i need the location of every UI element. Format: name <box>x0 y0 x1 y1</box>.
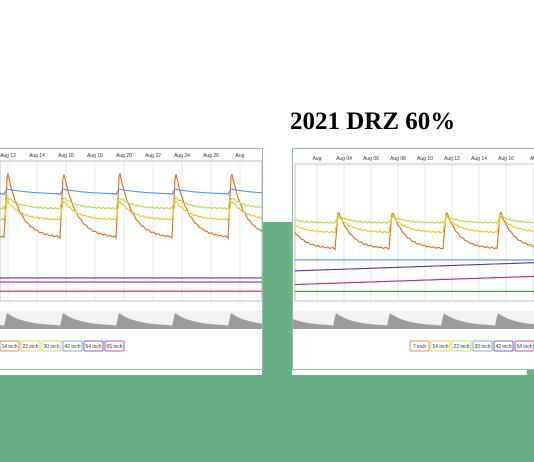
x-tick-label: Aug 12 <box>0 153 16 159</box>
overview-area <box>0 313 262 329</box>
series-line-2 <box>294 215 534 234</box>
x-tick-label: Aug 04 <box>336 156 352 162</box>
series-line-4 <box>0 188 262 196</box>
chart-panel-right: Aug Aug 04 Aug 06 Aug 08 Aug 10 Aug 12 Aug 14 A… <box>292 148 534 370</box>
legend-chip <box>83 340 104 352</box>
legend-label: 7 inch <box>413 344 427 350</box>
x-tick-label: Aug <box>313 156 322 162</box>
x-tick-label: Aug 22 <box>145 153 161 159</box>
x-tick-label: Aug 08 <box>390 156 406 162</box>
legend-chip <box>430 340 451 352</box>
overview-area <box>293 313 534 329</box>
x-tick-label: Aug 20 <box>116 153 132 159</box>
legend-label: 14 inch <box>1 344 17 350</box>
legend-label: 42 inch <box>495 344 511 350</box>
x-tick-label: Aug 10 <box>417 156 433 162</box>
legend-label: 22 inch <box>453 344 469 350</box>
chart-panel-left: Aug 12 Aug 14 Aug 16 Aug 18 Aug 20 Aug 22 Aug … <box>0 148 263 370</box>
legend-chip <box>472 340 493 352</box>
legend-chip <box>0 340 20 352</box>
x-tick-label: Aug 16 <box>58 153 74 159</box>
legend-chip <box>451 340 472 352</box>
legend-label: 30 inch <box>474 344 490 350</box>
legend-chip <box>104 340 125 352</box>
x-tick-label: Aug <box>236 153 245 159</box>
green-divider-block <box>262 222 292 375</box>
legend-label: 30 inch <box>43 344 59 350</box>
legend-label: 54 inch <box>85 344 101 350</box>
x-tick-label: Aug 14 <box>29 153 45 159</box>
legend-label: 54 inch <box>516 344 532 350</box>
x-tick-label: Aug 24 <box>174 153 190 159</box>
legend-chip <box>20 340 41 352</box>
series-line-3 <box>0 196 262 211</box>
legend-chip <box>41 340 62 352</box>
plot-area <box>0 160 262 302</box>
x-tick-label: Aug 06 <box>363 156 379 162</box>
chart-title: 2021 DRZ 60% <box>290 108 456 135</box>
series-line-6 <box>294 275 534 286</box>
x-tick-label: Aug 12 <box>444 156 460 162</box>
x-tick-label: Aug 14 <box>471 156 487 162</box>
legend-chip <box>493 340 514 352</box>
legend-label: 65 inch <box>106 344 122 350</box>
series-line-2 <box>0 199 262 222</box>
legend-label: 14 inch <box>432 344 448 350</box>
legend-label: 42 inch <box>64 344 80 350</box>
chart-right-svg: Aug Aug 04 Aug 06 Aug 08 Aug 10 Aug 12 Aug 14 A… <box>293 156 534 352</box>
series-line-1 <box>294 211 534 251</box>
series-line-3 <box>294 215 534 225</box>
legend-chip <box>409 340 430 352</box>
green-corner-block <box>527 366 534 376</box>
legend-chip <box>62 340 83 352</box>
x-tick-label: Aug 18 <box>87 153 103 159</box>
legend-chip <box>514 340 534 352</box>
x-tick-label: Aug 26 <box>203 153 219 159</box>
series-line-5 <box>294 262 534 272</box>
legend-label: 22 inch <box>22 344 38 350</box>
green-footer-band <box>0 375 534 462</box>
x-tick-label: Au <box>530 156 534 162</box>
series-line-1 <box>0 173 262 241</box>
x-tick-label: Aug 16 <box>498 156 514 162</box>
chart-left-svg: Aug 12 Aug 14 Aug 16 Aug 18 Aug 20 Aug 22 Aug … <box>0 153 262 352</box>
